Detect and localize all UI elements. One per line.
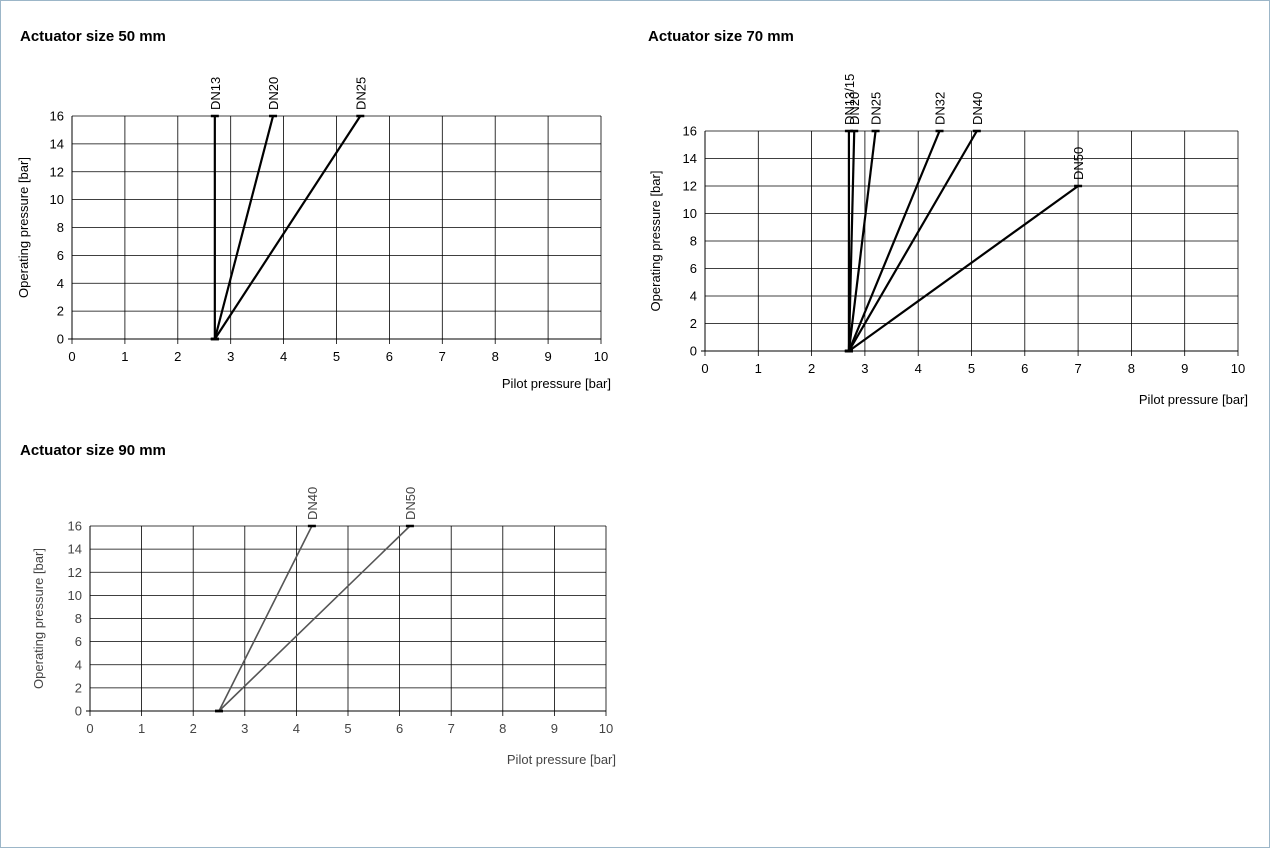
- series-label: DN40: [970, 92, 985, 125]
- x-tick-label: 5: [344, 721, 351, 736]
- y-tick-label: 0: [75, 704, 82, 719]
- series-line-dn25: [847, 130, 877, 352]
- x-tick-label: 6: [1021, 361, 1028, 376]
- series-label: DN20: [266, 77, 281, 110]
- y-tick-label: 10: [68, 588, 82, 603]
- x-tick-label: 5: [333, 349, 340, 364]
- series-label: DN20: [847, 92, 862, 125]
- y-tick-label: 14: [68, 542, 82, 557]
- x-tick-label: 8: [499, 721, 506, 736]
- y-tick-label: 14: [683, 151, 697, 166]
- x-tick-label: 4: [280, 349, 287, 364]
- x-tick-label: 7: [439, 349, 446, 364]
- x-tick-label: 6: [396, 721, 403, 736]
- x-axis-label: Pilot pressure [bar]: [507, 752, 616, 767]
- series-line-dn40: [847, 130, 978, 352]
- y-tick-label: 16: [683, 124, 697, 139]
- y-tick-label: 4: [690, 289, 697, 304]
- y-tick-label: 8: [690, 234, 697, 249]
- series-label: DN13: [208, 77, 223, 110]
- series-label: DN25: [353, 77, 368, 110]
- y-tick-label: 2: [57, 304, 64, 319]
- y-tick-label: 8: [57, 220, 64, 235]
- series-line-dn25: [213, 115, 362, 340]
- y-axis-label: Operating pressure [bar]: [31, 548, 46, 689]
- x-tick-label: 4: [293, 721, 300, 736]
- series-label: DN25: [869, 92, 884, 125]
- chart-2-title: Actuator size 70 mm: [648, 28, 794, 45]
- x-tick-label: 10: [599, 721, 613, 736]
- y-tick-label: 16: [68, 519, 82, 534]
- y-tick-label: 12: [68, 565, 82, 580]
- x-tick-label: 1: [138, 721, 145, 736]
- y-tick-label: 16: [50, 109, 64, 124]
- x-tick-label: 7: [448, 721, 455, 736]
- series-line-dn20: [213, 115, 275, 340]
- x-tick-label: 3: [241, 721, 248, 736]
- x-tick-label: 5: [968, 361, 975, 376]
- x-tick-label: 0: [86, 721, 93, 736]
- series-line-dn50: [218, 525, 411, 712]
- y-tick-label: 12: [50, 164, 64, 179]
- x-tick-label: 4: [915, 361, 922, 376]
- x-tick-label: 10: [1231, 361, 1245, 376]
- series-label: DN13/15: [842, 74, 857, 125]
- y-tick-label: 2: [690, 316, 697, 331]
- y-tick-label: 6: [690, 261, 697, 276]
- x-tick-label: 1: [121, 349, 128, 364]
- x-axis-label: Pilot pressure [bar]: [1139, 392, 1248, 407]
- series-line-dn20: [847, 130, 856, 352]
- y-tick-label: 4: [75, 657, 82, 672]
- x-tick-label: 2: [174, 349, 181, 364]
- x-tick-label: 3: [227, 349, 234, 364]
- series-line-dn32: [847, 130, 941, 352]
- y-tick-label: 0: [57, 332, 64, 347]
- x-tick-label: 6: [386, 349, 393, 364]
- series-label: DN50: [1071, 147, 1086, 180]
- y-tick-label: 4: [57, 276, 64, 291]
- y-tick-label: 6: [57, 248, 64, 263]
- y-axis-label: Operating pressure [bar]: [16, 157, 31, 298]
- y-tick-label: 0: [690, 344, 697, 359]
- x-tick-label: 9: [544, 349, 551, 364]
- y-tick-label: 12: [683, 179, 697, 194]
- x-tick-label: 8: [492, 349, 499, 364]
- chart-3-title: Actuator size 90 mm: [20, 442, 166, 459]
- x-tick-label: 9: [551, 721, 558, 736]
- x-tick-label: 7: [1074, 361, 1081, 376]
- x-tick-label: 8: [1128, 361, 1135, 376]
- x-tick-label: 1: [755, 361, 762, 376]
- series-line-dn40: [218, 525, 313, 712]
- x-tick-label: 3: [861, 361, 868, 376]
- series-label: DN50: [403, 487, 418, 520]
- y-tick-label: 8: [75, 611, 82, 626]
- x-tick-label: 2: [190, 721, 197, 736]
- x-tick-label: 2: [808, 361, 815, 376]
- series-label: DN32: [933, 92, 948, 125]
- x-tick-label: 0: [701, 361, 708, 376]
- chart-1-title: Actuator size 50 mm: [20, 28, 166, 45]
- x-tick-label: 10: [594, 349, 608, 364]
- series-line-dn50: [848, 185, 1079, 352]
- y-axis-label: Operating pressure [bar]: [648, 171, 663, 312]
- x-tick-label: 0: [68, 349, 75, 364]
- x-tick-label: 9: [1181, 361, 1188, 376]
- y-tick-label: 10: [50, 192, 64, 207]
- series-label: DN40: [305, 487, 320, 520]
- y-tick-label: 14: [50, 136, 64, 151]
- y-tick-label: 6: [75, 634, 82, 649]
- y-tick-label: 10: [683, 206, 697, 221]
- x-axis-label: Pilot pressure [bar]: [502, 376, 611, 391]
- y-tick-label: 2: [75, 680, 82, 695]
